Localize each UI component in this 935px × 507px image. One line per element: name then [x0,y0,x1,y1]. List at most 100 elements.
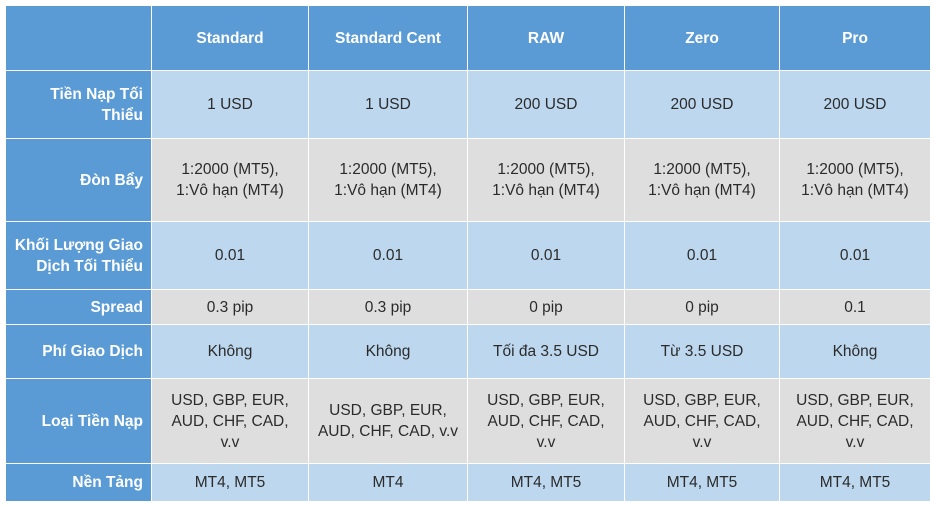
cell-text: 1:Vô hạn (MT4) [334,182,442,199]
cell-text: AUD, CHF, CAD, v.v [487,412,605,451]
header-row: Standard Standard Cent RAW Zero Pro [5,5,931,71]
cell-text: 1 USD [207,96,253,113]
table-cell: MT4, MT5 [467,463,625,502]
table-cell: 200 USD [467,70,625,139]
row-label-line: Khối Lượng Giao [14,236,143,254]
account-comparison-table: Standard Standard Cent RAW Zero Pro Tiền… [5,5,931,502]
cell-text: MT4 [372,474,404,491]
cell-text: MT4, MT5 [510,474,582,491]
row-label-spread: Spread [5,289,152,325]
table-cell: 0.01 [151,221,309,290]
cell-text: USD, GBP, EUR, [171,391,289,409]
table-cell: 200 USD [779,70,931,139]
table-cell: Tối đa 3.5 USD [467,324,625,379]
row-label-min-deposit: Tiền Nạp Tối Thiểu [5,70,152,139]
table-row-spread: Spread 0.3 pip 0.3 pip 0 pip 0 pip 0.1 [5,289,931,325]
table-row-deposit-currency: Loại Tiền Nạp USD, GBP, EUR, AUD, CHF, C… [5,378,931,464]
table-cell: MT4, MT5 [624,463,780,502]
row-label-min-volume: Khối Lượng Giao Dịch Tối Thiểu [5,221,152,290]
cell-text: Không [365,343,411,360]
row-label-line: Dịch Tối Thiểu [36,257,143,275]
cell-text: 0 pip [529,298,563,316]
row-label-leverage: Đòn Bẩy [5,138,152,222]
cell-text: 1:Vô hạn (MT4) [176,182,284,199]
table-cell: USD, GBP, EUR, AUD, CHF, CAD, v.v [467,378,625,464]
table-cell: Từ 3.5 USD [624,324,780,379]
cell-text: 0.01 [214,247,246,264]
cell-text: 0.3 pip [206,298,254,316]
table-cell: 0.1 [779,289,931,325]
table-cell: USD, GBP, EUR, AUD, CHF, CAD, v.v [308,378,468,464]
cell-text: USD, GBP, EUR, [487,391,605,409]
row-label-commission: Phí Giao Dịch [5,324,152,379]
table-row-commission: Phí Giao Dịch Không Không Tối đa 3.5 USD… [5,324,931,379]
table-cell: USD, GBP, EUR, AUD, CHF, CAD, v.v [779,378,931,464]
table-cell: USD, GBP, EUR, AUD, CHF, CAD, v.v [151,378,309,464]
table-row-min-volume: Khối Lượng Giao Dịch Tối Thiểu 0.01 0.01… [5,221,931,290]
cell-text: 0 pip [685,298,719,316]
table-cell: Không [308,324,468,379]
cell-text: MT4, MT5 [194,474,266,491]
cell-text: 1:Vô hạn (MT4) [492,182,600,199]
table-cell: MT4 [308,463,468,502]
header-cell-pro: Pro [779,5,931,71]
row-label-deposit-currency: Loại Tiền Nạp [5,378,152,464]
table-row-platform: Nền Tảng MT4, MT5 MT4 MT4, MT5 MT4, MT5 … [5,463,931,502]
table-cell: 0.3 pip [308,289,468,325]
cell-text: USD, GBP, EUR, [329,402,447,419]
table-row-leverage: Đòn Bẩy 1:2000 (MT5), 1:Vô hạn (MT4) 1:2… [5,138,931,222]
table-cell: Không [779,324,931,379]
table-cell: 0.01 [779,221,931,290]
table-row-min-deposit: Tiền Nạp Tối Thiểu 1 USD 1 USD 200 USD 2… [5,70,931,139]
table-cell: 0.01 [467,221,625,290]
row-label-line: Phí Giao Dịch [42,343,143,360]
table-cell: 0.01 [624,221,780,290]
cell-text: 1:2000 (MT5), [653,161,751,178]
cell-text: 200 USD [670,96,734,113]
cell-text: USD, GBP, EUR, [796,391,914,409]
cell-text: 0.01 [839,247,871,264]
cell-text: Tối đa 3.5 USD [493,343,599,360]
cell-text: 1:Vô hạn (MT4) [648,182,756,199]
cell-text: Không [207,343,253,360]
cell-text: 1:2000 (MT5), [339,161,437,178]
row-label-line: Nền Tảng [72,474,143,491]
table-cell: 1 USD [151,70,309,139]
table-cell: 1:2000 (MT5), 1:Vô hạn (MT4) [779,138,931,222]
table-cell: Không [151,324,309,379]
cell-text: 200 USD [823,96,887,113]
cell-text: AUD, CHF, CAD, v.v [317,423,459,440]
cell-text: 0.3 pip [364,298,412,316]
table-cell: 1:2000 (MT5), 1:Vô hạn (MT4) [467,138,625,222]
row-label-line: Tiền Nạp Tối [50,85,143,103]
table-cell: 1 USD [308,70,468,139]
cell-text: 0.01 [372,247,404,264]
cell-text: 1:Vô hạn (MT4) [801,182,909,199]
table-cell: 0.3 pip [151,289,309,325]
cell-text: MT4, MT5 [666,474,738,491]
cell-text: 0.1 [844,298,866,316]
table-cell: 200 USD [624,70,780,139]
cell-text: AUD, CHF, CAD, v.v [796,412,914,451]
row-label-line: Spread [90,298,143,316]
row-label-platform: Nền Tảng [5,463,152,502]
cell-text: MT4, MT5 [819,474,891,491]
cell-text: 200 USD [514,96,578,113]
row-label-line: Loại Tiền Nạp [41,412,143,430]
cell-text: 0.01 [686,247,718,264]
table-cell: 0.01 [308,221,468,290]
cell-text: 1:2000 (MT5), [497,161,595,178]
table-cell: USD, GBP, EUR, AUD, CHF, CAD, v.v [624,378,780,464]
row-label-line: Đòn Bẩy [80,171,143,189]
cell-text: Không [832,343,878,360]
cell-text: 0.01 [530,247,562,264]
cell-text: 1 USD [365,96,411,113]
row-label-line: Thiểu [101,106,143,124]
table-cell: 0 pip [467,289,625,325]
cell-text: Từ 3.5 USD [660,343,744,360]
cell-text: AUD, CHF, CAD, v.v [643,412,761,451]
header-cell-raw: RAW [467,5,625,71]
header-cell-empty [5,5,152,71]
header-cell-standard: Standard [151,5,309,71]
